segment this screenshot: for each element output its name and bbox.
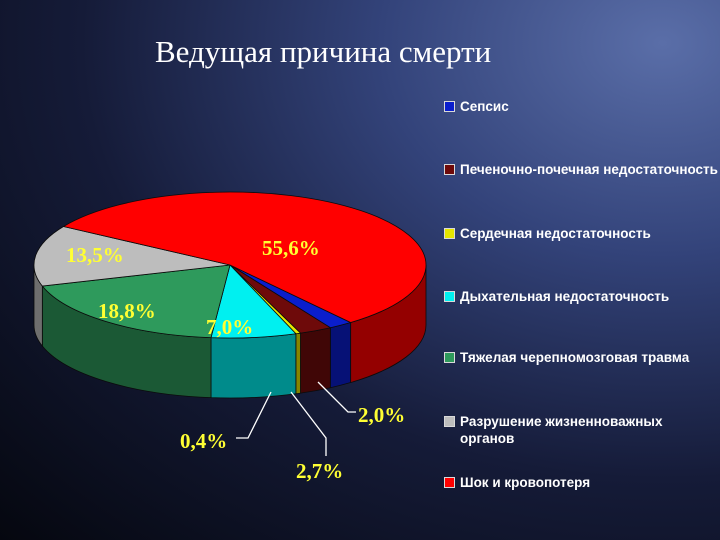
legend-swatch-4 bbox=[444, 352, 455, 363]
pie-slice-6 bbox=[62, 191, 427, 323]
legend-label-2: Сердечная недостаточность bbox=[460, 226, 651, 241]
pie-wall-2 bbox=[295, 332, 301, 395]
data-label-2: 0,4% bbox=[180, 429, 227, 453]
legend-label-0: Сепсис bbox=[460, 99, 509, 114]
legend-label-6: Шок и кровопотеря bbox=[460, 475, 591, 490]
data-label-6: 55,6% bbox=[262, 236, 320, 260]
data-label-0: 2,0% bbox=[358, 403, 405, 427]
pie-slice-4 bbox=[41, 264, 231, 339]
legend-swatch-6 bbox=[444, 477, 455, 488]
legend-label-1: Печеночно-почечная недостаточность bbox=[460, 162, 718, 177]
chart-title: Ведущая причина смерти bbox=[155, 34, 492, 69]
data-label-5: 13,5% bbox=[66, 243, 124, 267]
legend-label-4: Тяжелая черепномозговая травма bbox=[460, 350, 690, 365]
legend-swatch-0 bbox=[444, 101, 455, 112]
pie-wall-3 bbox=[210, 333, 297, 399]
data-label-1: 2,7% bbox=[296, 459, 343, 483]
pie-wall-1 bbox=[300, 327, 331, 394]
pie-slice-5 bbox=[33, 226, 231, 287]
legend-swatch-5 bbox=[444, 416, 455, 427]
leader-line-0 bbox=[317, 381, 356, 413]
data-labels: 2,0% 2,7% 0,4% 7,0% 18,8% 13,5% 55,6% bbox=[66, 236, 405, 483]
legend-swatch-2 bbox=[444, 228, 455, 239]
data-label-3: 7,0% bbox=[206, 315, 253, 339]
data-label-4: 18,8% bbox=[98, 299, 156, 323]
pie-top bbox=[33, 191, 427, 339]
legend-swatch-3 bbox=[444, 291, 455, 302]
leader-line-2 bbox=[290, 391, 327, 456]
legend-swatch-1 bbox=[444, 164, 455, 175]
leader-line-1 bbox=[236, 391, 272, 439]
legend-label-5: Разрушение жизненноважных органов bbox=[460, 414, 663, 446]
pie-wall-0 bbox=[329, 321, 352, 389]
legend-label-3: Дыхательная недостаточность bbox=[460, 289, 670, 304]
